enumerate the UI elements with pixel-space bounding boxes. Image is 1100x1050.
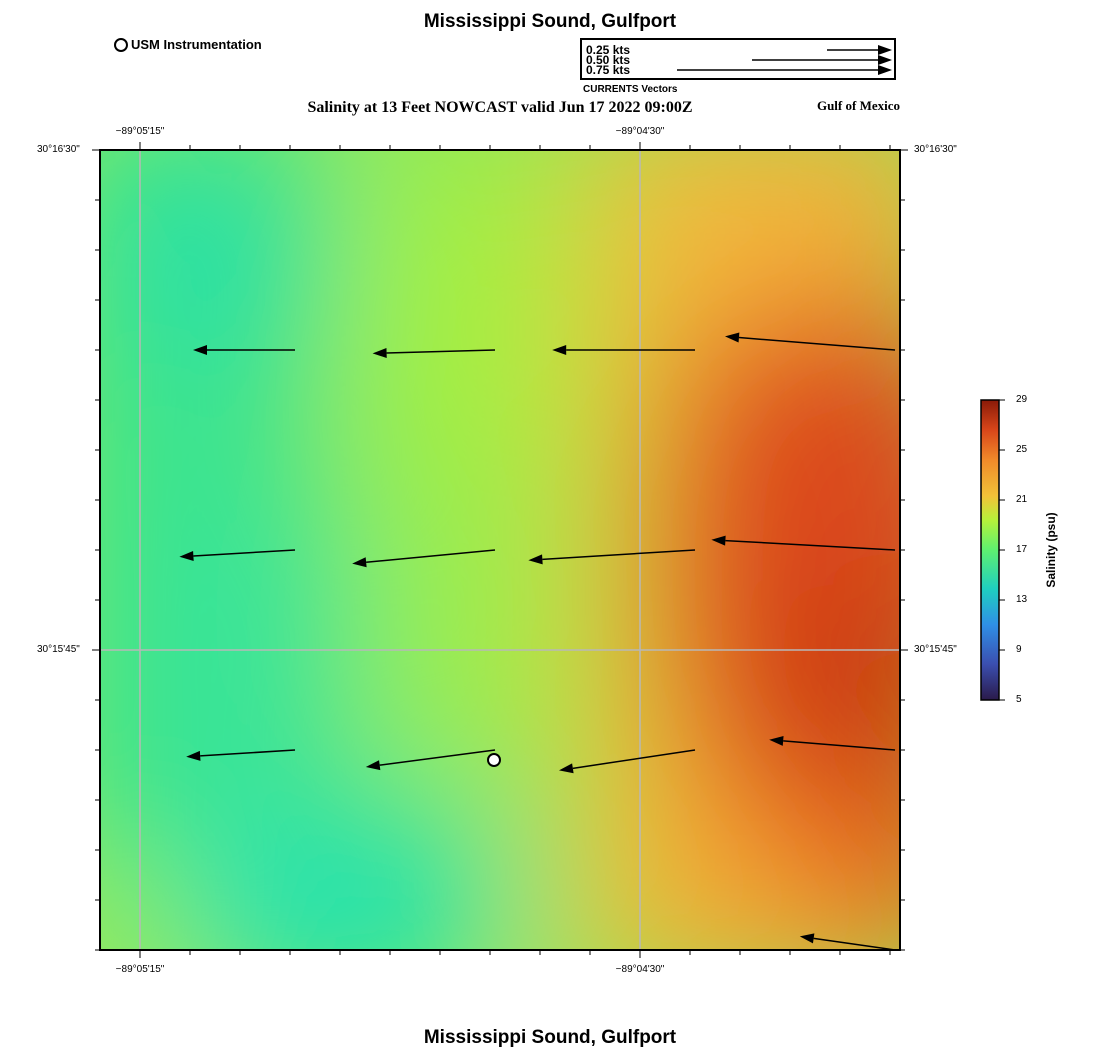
lon-label-bottom-2: −89°04'30" [615, 964, 665, 975]
colorbar-label-21: 21 [1016, 494, 1028, 505]
vector-key-arrow-1 [827, 45, 892, 55]
current-vector-11 [559, 749, 696, 774]
current-vector-3 [552, 345, 695, 355]
vector-key-label-2: 0.50 kts [586, 53, 630, 67]
map-title: Mississippi Sound, Gulfport [423, 11, 677, 32]
instrument-marker-icon [114, 37, 128, 52]
current-vector-13 [799, 933, 896, 951]
vector-key-arrow-3 [677, 65, 892, 75]
instrument-marker [487, 753, 501, 767]
current-vector-8 [711, 535, 896, 551]
instrument-legend: USM Instrumentation [114, 37, 262, 52]
colorbar-title: Salinity (psu) [1044, 512, 1058, 588]
lat-label-left-2: 30°15'45" [37, 644, 80, 655]
current-vector-6 [352, 549, 496, 568]
colorbar-label-13: 13 [1016, 594, 1028, 605]
vector-key: 0.25 kts 0.50 kts 0.75 kts [580, 38, 896, 80]
colorbar-label-29: 29 [1016, 394, 1028, 405]
colorbar-label-17: 17 [1016, 544, 1028, 555]
map-subtitle: Salinity at 13 Feet NOWCAST valid Jun 17… [307, 99, 693, 116]
vector-key-label-3: 0.75 kts [586, 63, 630, 77]
colorbar [980, 399, 1000, 701]
map-gridlines [100, 150, 900, 950]
lat-label-right-1: 30°16'30" [914, 144, 957, 155]
colorbar-ticks [999, 399, 1005, 701]
current-vector-1 [193, 345, 295, 355]
map-frame-ticks [92, 142, 908, 958]
region-label: Gulf of Mexico [816, 98, 900, 113]
colorbar-label-25: 25 [1016, 444, 1028, 455]
current-vector-10 [365, 749, 496, 771]
vector-key-caption: CURRENTS Vectors [583, 84, 678, 95]
instrument-legend-label: USM Instrumentation [131, 37, 262, 52]
vector-key-arrow-2 [752, 55, 892, 65]
lat-label-right-2: 30°15'45" [914, 644, 957, 655]
vector-key-label-1: 0.25 kts [586, 43, 630, 57]
current-vector-7 [528, 549, 696, 565]
current-vector-4 [725, 332, 896, 351]
colorbar-label-9: 9 [1016, 644, 1022, 655]
lon-label-top-2: −89°04'30" [615, 126, 665, 137]
current-vectors [179, 332, 896, 951]
current-vector-9 [186, 749, 296, 761]
current-vector-5 [179, 549, 296, 561]
current-vector-12 [769, 735, 896, 751]
salinity-field [100, 150, 900, 950]
current-vector-2 [372, 348, 496, 359]
colorbar-label-5: 5 [1016, 694, 1022, 705]
lat-label-left-1: 30°16'30" [37, 144, 80, 155]
map-footer-title: Mississippi Sound, Gulfport [423, 1027, 677, 1048]
lon-label-bottom-1: −89°05'15" [115, 964, 165, 975]
lon-label-top-1: −89°05'15" [115, 126, 165, 137]
